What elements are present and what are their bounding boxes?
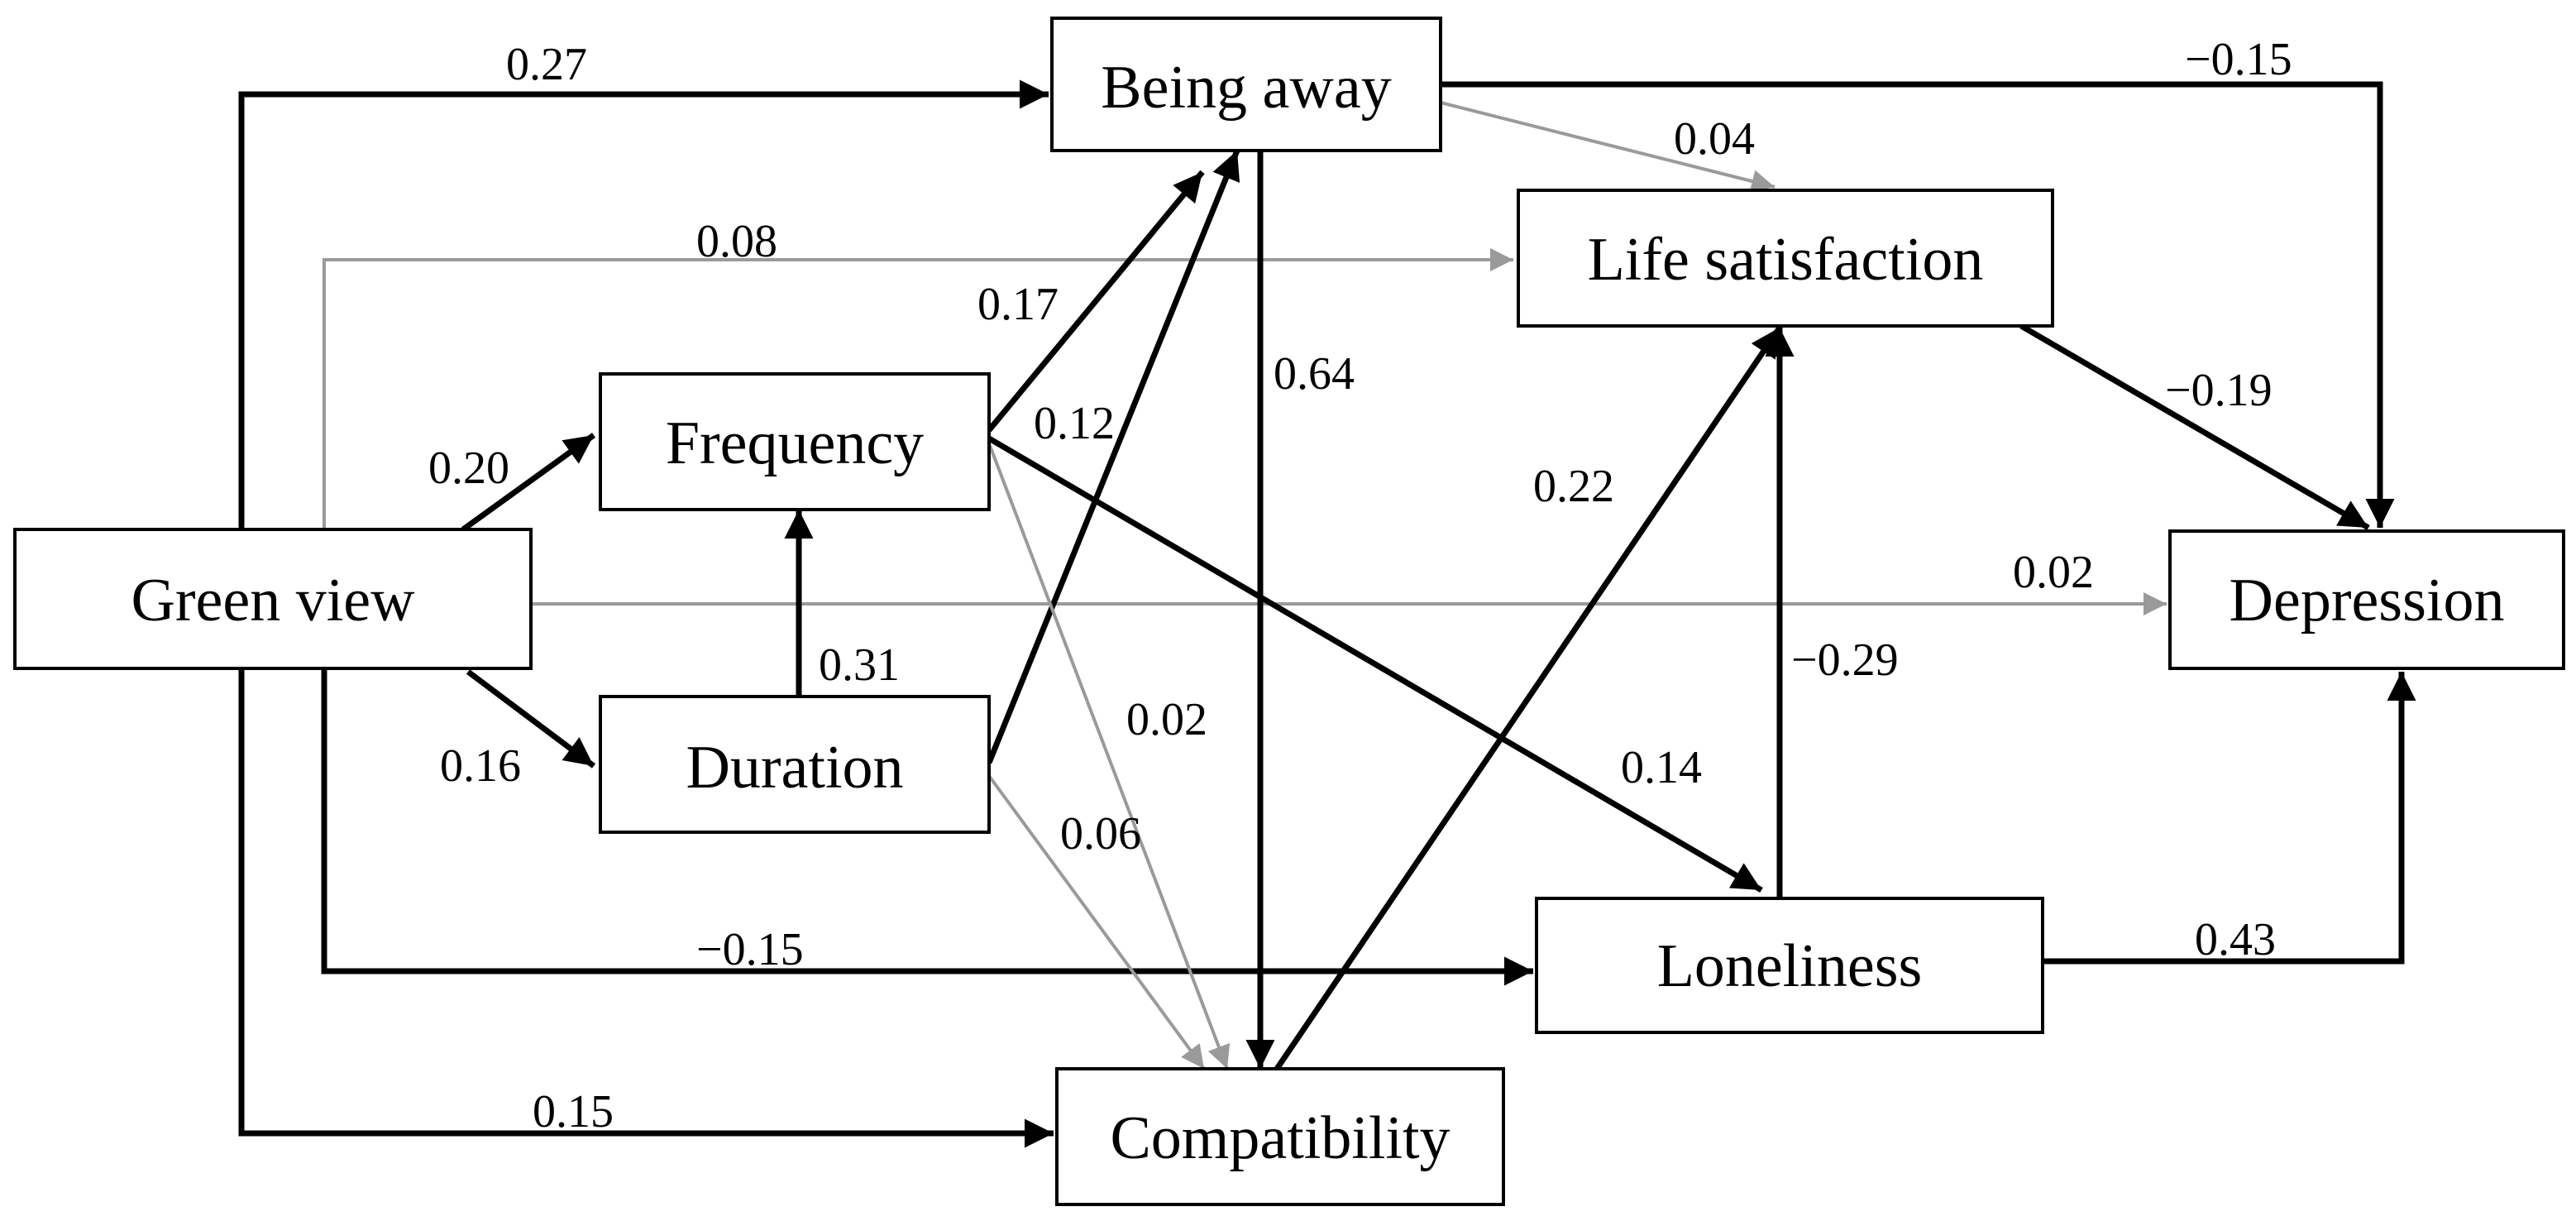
edge-being-away-life-satisfaction — [1440, 101, 1775, 193]
label-loneliness-life-satisfaction: −0.29 — [1791, 634, 1899, 686]
node-loneliness: Loneliness — [1535, 897, 2044, 1034]
label-duration-compatibility: 0.06 — [1060, 808, 1141, 859]
edge-compatibility-life-satisfaction — [1274, 326, 1782, 1070]
label-being-away-life-satisfaction: 0.04 — [1674, 113, 1755, 165]
edge-life-satisfaction-depression — [2019, 323, 2370, 531]
node-label-depression: Depression — [2230, 567, 2505, 634]
edge-green-life-satisfaction — [323, 248, 1513, 529]
edge-green-being-away — [238, 79, 1049, 529]
node-being-away: Being away — [1050, 17, 1442, 152]
nodes: Green view Frequency Duration Being away… — [13, 17, 2565, 1206]
label-green-loneliness: −0.15 — [696, 924, 804, 975]
label-green-compatibility: 0.15 — [533, 1086, 614, 1137]
label-frequency-loneliness: 0.14 — [1621, 742, 1702, 793]
node-label-duration: Duration — [686, 734, 903, 802]
edge-green-duration — [466, 669, 596, 769]
node-life-satisfaction: Life satisfaction — [1517, 189, 2054, 328]
label-green-duration: 0.16 — [440, 740, 521, 792]
edge-duration-compatibility — [987, 774, 1206, 1070]
edge-green-frequency — [461, 433, 596, 532]
label-duration-being-away: 0.12 — [1034, 398, 1115, 449]
node-green-view: Green view — [13, 528, 533, 670]
label-being-away-depression: −0.15 — [2185, 34, 2292, 85]
edge-labels: 0.27 −0.15 0.04 0.08 0.17 0.64 −0.19 0.2… — [428, 34, 2292, 1137]
node-duration: Duration — [599, 695, 991, 834]
node-depression: Depression — [2168, 529, 2565, 670]
label-green-frequency: 0.20 — [428, 443, 509, 494]
edge-duration-being-away — [986, 149, 1240, 764]
edge-green-compatibility — [238, 668, 1054, 1148]
node-label-frequency: Frequency — [666, 409, 924, 477]
label-duration-frequency: 0.31 — [819, 639, 900, 691]
label-frequency-being-away: 0.17 — [977, 279, 1059, 330]
node-label-loneliness: Loneliness — [1657, 932, 1923, 1000]
edge-green-loneliness — [321, 668, 1533, 986]
node-label-life-satisfaction: Life satisfaction — [1588, 226, 1984, 294]
label-loneliness-depression: 0.43 — [2195, 914, 2276, 965]
node-compatibility: Compatibility — [1055, 1067, 1505, 1206]
label-compatibility-life-satisfaction: 0.22 — [1533, 461, 1614, 512]
label-life-satisfaction-depression: −0.19 — [2165, 365, 2273, 416]
node-label-green-view: Green view — [131, 567, 415, 634]
edge-frequency-compatibility — [987, 443, 1231, 1070]
edges — [238, 79, 2416, 1148]
label-green-depression: 0.02 — [2013, 547, 2094, 598]
label-green-life-satisfaction: 0.08 — [696, 216, 777, 267]
edge-frequency-being-away — [987, 170, 1205, 433]
node-label-compatibility: Compatibility — [1110, 1104, 1450, 1172]
edge-being-away-depression — [1441, 81, 2395, 528]
edge-frequency-loneliness — [987, 435, 1763, 893]
edge-loneliness-depression — [2043, 672, 2416, 965]
node-label-being-away: Being away — [1101, 54, 1391, 122]
label-frequency-compatibility: 0.02 — [1126, 694, 1207, 745]
label-being-away-compatibility: 0.64 — [1274, 348, 1355, 400]
node-frequency: Frequency — [599, 372, 991, 511]
label-green-being-away: 0.27 — [506, 39, 587, 90]
